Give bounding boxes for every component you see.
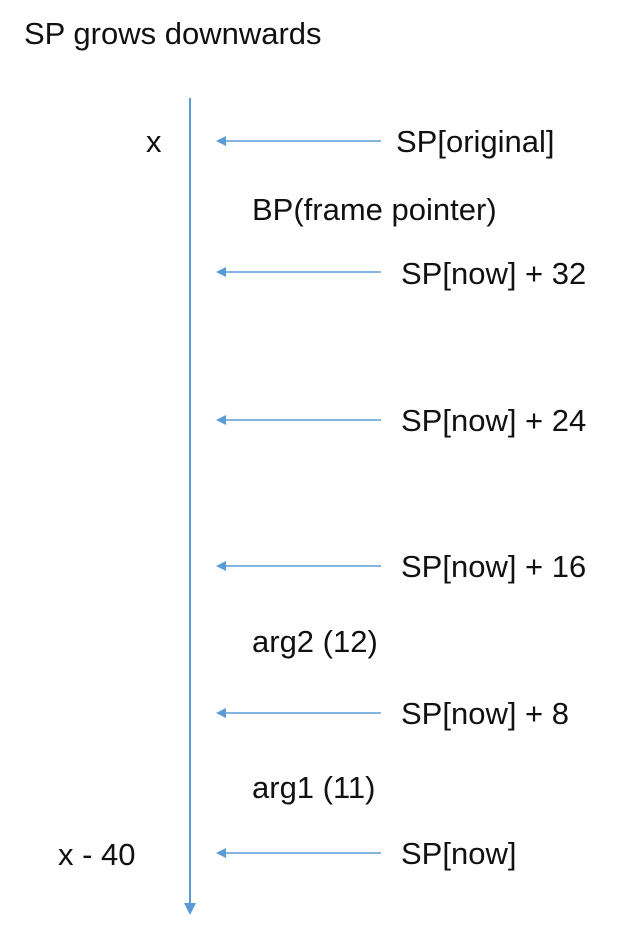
pointer-label-sp-now-8: SP[now] + 8 bbox=[401, 696, 570, 731]
stack-axis-arrowhead bbox=[184, 903, 196, 915]
pointer-label-sp-original: SP[original] bbox=[396, 124, 555, 159]
stack-top-address: x bbox=[146, 124, 162, 159]
annotation-arg1: arg1 (11) bbox=[252, 770, 376, 805]
pointer-label-sp-now-32: SP[now] + 32 bbox=[401, 256, 587, 291]
diagram-title: SP grows downwards bbox=[24, 16, 322, 51]
pointer-label-sp-now-16: SP[now] + 16 bbox=[401, 549, 587, 584]
stack-bottom-address: x - 40 bbox=[58, 837, 136, 872]
pointer-label-sp-now: SP[now] bbox=[401, 836, 517, 871]
pointer-label-sp-now-24: SP[now] + 24 bbox=[401, 403, 587, 438]
annotation-frame-pointer: BP(frame pointer) bbox=[252, 192, 497, 227]
annotation-arg2: arg2 (12) bbox=[252, 624, 378, 659]
